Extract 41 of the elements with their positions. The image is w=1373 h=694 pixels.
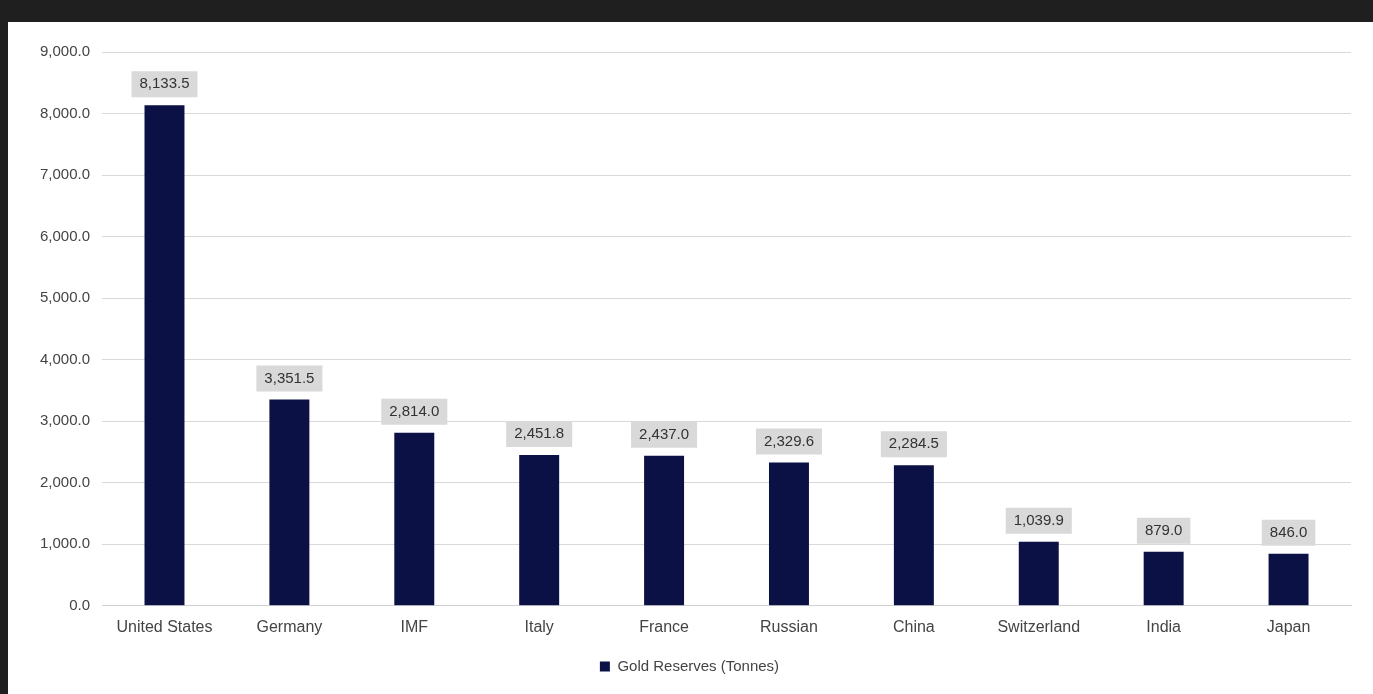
x-tick-label: Switzerland xyxy=(997,617,1081,635)
y-tick-label: 8,000.0 xyxy=(40,103,91,121)
x-tick-label: Germany xyxy=(256,617,323,635)
data-label: 2,284.5 xyxy=(888,434,939,452)
bar xyxy=(269,399,310,606)
x-tick-label: IMF xyxy=(400,617,429,635)
data-label: 1,039.9 xyxy=(1013,510,1064,528)
y-tick-label: 7,000.0 xyxy=(40,165,91,183)
data-label: 8,133.5 xyxy=(139,74,190,92)
legend-label: Gold Reserves (Tonnes) xyxy=(617,656,780,674)
y-tick-label: 6,000.0 xyxy=(40,226,91,244)
y-tick-label: 2,000.0 xyxy=(40,472,91,490)
data-label: 2,451.8 xyxy=(514,424,565,442)
data-label: 2,329.6 xyxy=(763,431,814,449)
bar xyxy=(893,465,934,606)
y-tick-label: 3,000.0 xyxy=(40,411,91,429)
data-label: 879.0 xyxy=(1144,520,1183,538)
bar xyxy=(1018,541,1059,606)
bar xyxy=(394,432,435,606)
y-tick-label: 5,000.0 xyxy=(40,288,91,306)
y-tick-label: 1,000.0 xyxy=(40,534,91,552)
bar xyxy=(1143,551,1184,606)
y-tick-label: 0.0 xyxy=(69,595,91,613)
x-tick-label: Russian xyxy=(760,617,818,635)
x-tick-label: United States xyxy=(116,617,213,635)
x-tick-label: Italy xyxy=(524,617,554,635)
bar xyxy=(644,455,685,606)
x-tick-label: India xyxy=(1146,617,1182,635)
y-tick-label: 4,000.0 xyxy=(40,349,91,367)
data-label: 2,814.0 xyxy=(389,401,440,419)
data-label: 846.0 xyxy=(1269,522,1308,540)
y-tick-label: 9,000.0 xyxy=(40,42,91,60)
bar xyxy=(144,105,185,606)
bar xyxy=(1268,553,1309,606)
bar xyxy=(768,462,809,606)
x-tick-label: China xyxy=(892,617,935,635)
x-tick-label: Japan xyxy=(1266,617,1311,635)
bar xyxy=(519,454,560,606)
data-label: 2,437.0 xyxy=(639,424,690,442)
data-label: 3,351.5 xyxy=(264,368,315,386)
x-tick-label: France xyxy=(639,617,690,635)
